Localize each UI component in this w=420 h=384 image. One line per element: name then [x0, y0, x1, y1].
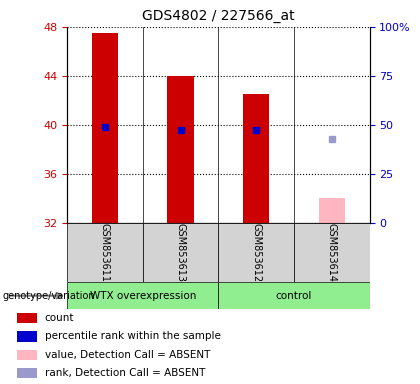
Text: GSM853614: GSM853614: [327, 223, 337, 282]
Bar: [319, 198, 345, 223]
Bar: [294, 223, 370, 282]
Bar: [17, 368, 37, 378]
Text: genotype/variation: genotype/variation: [2, 291, 95, 301]
Bar: [17, 331, 37, 342]
Text: value, Detection Call = ABSENT: value, Detection Call = ABSENT: [45, 350, 210, 360]
Text: GSM853612: GSM853612: [251, 223, 261, 282]
Text: GSM853611: GSM853611: [100, 223, 110, 282]
Bar: [218, 223, 294, 282]
Bar: [67, 282, 218, 309]
Bar: [17, 313, 37, 323]
Bar: [67, 223, 143, 282]
Text: control: control: [276, 291, 312, 301]
Text: WTX overexpression: WTX overexpression: [89, 291, 196, 301]
Bar: [143, 223, 218, 282]
Text: count: count: [45, 313, 74, 323]
Bar: [243, 94, 270, 223]
Bar: [168, 76, 194, 223]
Bar: [218, 282, 370, 309]
Title: GDS4802 / 227566_at: GDS4802 / 227566_at: [142, 9, 295, 23]
Text: GSM853613: GSM853613: [176, 223, 186, 282]
Bar: [17, 349, 37, 360]
Text: rank, Detection Call = ABSENT: rank, Detection Call = ABSENT: [45, 368, 205, 378]
Text: percentile rank within the sample: percentile rank within the sample: [45, 331, 220, 341]
Bar: [92, 33, 118, 223]
